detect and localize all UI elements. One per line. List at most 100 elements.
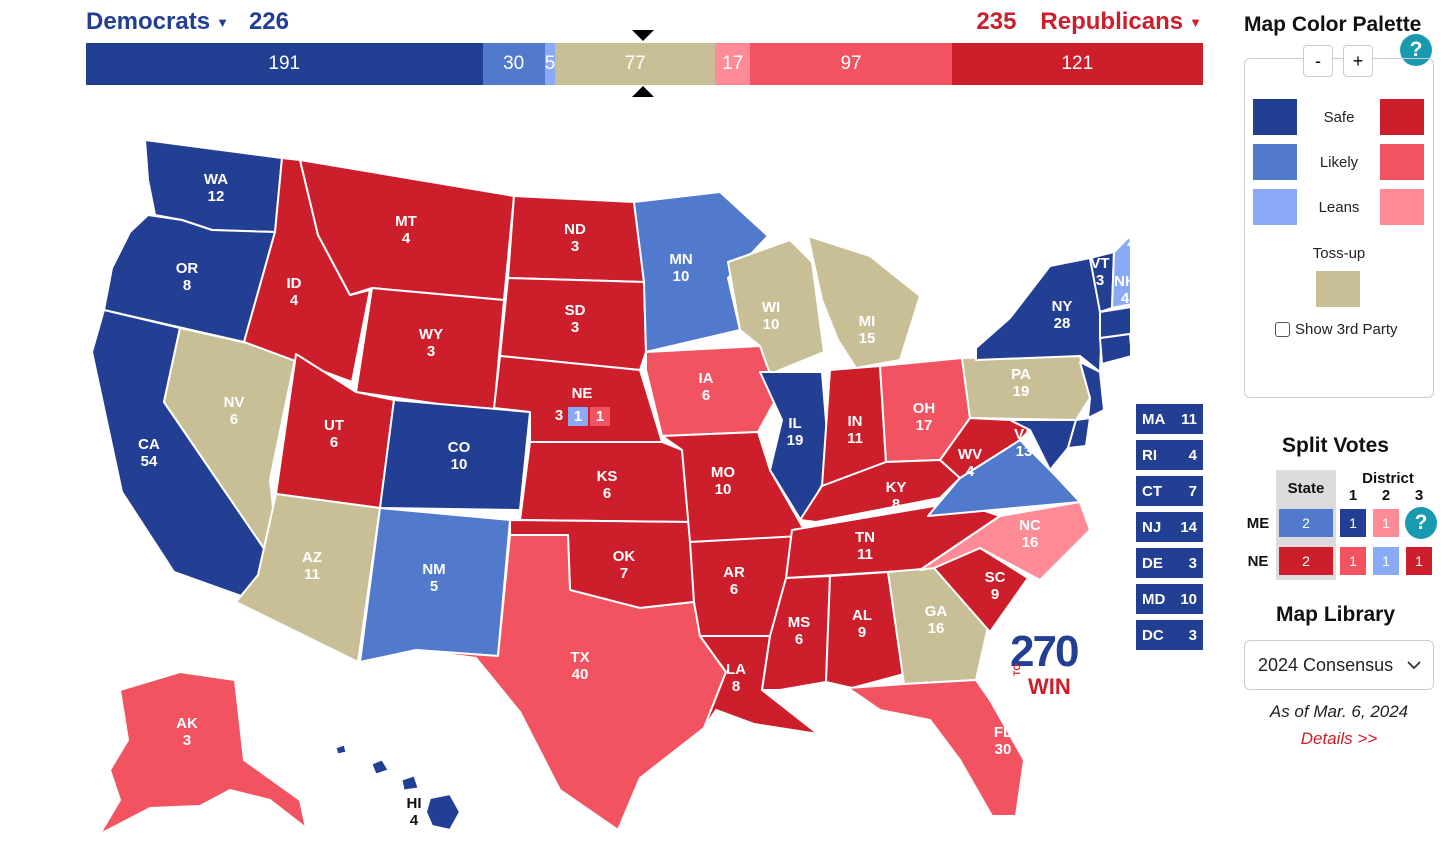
swatch-dem-leans[interactable] [1253,189,1297,225]
state-FL[interactable] [847,679,1025,817]
ne-district-box[interactable] [590,407,610,426]
state-label-FL: FL 30 [994,724,1012,758]
state-TX[interactable] [415,534,727,831]
state-abbr: OK [613,548,636,565]
state-ev: 3 [571,238,579,255]
small-state-ev: 14 [1180,518,1197,536]
swatch-rep-safe[interactable] [1380,99,1424,135]
state-CO[interactable] [379,399,531,511]
state-label-OR: OR 8 [176,260,199,294]
state-ev: 11 [304,566,320,583]
state-label-MS: MS 6 [788,614,811,648]
small-state-ev: 3 [1188,626,1197,644]
details-link[interactable]: Details >> [1300,729,1378,748]
democrats-label: Democrats [86,8,211,35]
small-state-DE[interactable]: DE 3 [1136,548,1203,578]
small-state-abbr: NJ [1142,518,1162,536]
small-state-NJ[interactable]: NJ 14 [1136,512,1203,542]
state-abbr: LA [726,661,746,678]
state-ev: 6 [230,411,238,428]
as-of-date: As of Mar. 6, 2024 [1269,702,1409,721]
state-ev: 19 [1013,383,1030,400]
democrats-dropdown[interactable]: Democrats ▼ [86,8,229,36]
state-abbr: PA [1011,366,1031,383]
state-HI-islands[interactable] [335,744,419,791]
third-party-toggle[interactable]: Show 3rd Party [1275,321,1398,338]
state-abbr: WY [419,326,443,343]
small-state-abbr: DE [1142,554,1163,572]
tally-segment: 5 [544,43,556,85]
swatch-rep-likely[interactable] [1380,144,1424,180]
caret-down-icon: ▼ [216,14,229,30]
state-HI[interactable] [425,793,461,831]
state-label-ND: ND 3 [564,221,586,255]
split-votes-help-icon[interactable]: ? [1405,507,1437,539]
state-AZ[interactable] [235,493,381,663]
state-label-SD: SD 3 [565,302,586,336]
state-abbr: CA [138,436,160,453]
swatch-tossup[interactable] [1316,271,1360,307]
state-label-TN: TN 11 [855,529,875,563]
state-label-IN: IN 11 [847,413,863,447]
small-state-CT[interactable]: CT 7 [1136,476,1203,506]
third-party-checkbox[interactable] [1275,322,1290,337]
state-NC[interactable] [919,501,1091,581]
small-state-abbr: CT [1142,482,1162,500]
state-MI[interactable] [807,235,921,369]
ne-district-box[interactable] [568,407,588,426]
tossup-label: Toss-up [1312,245,1366,262]
palette-help-icon[interactable]: ? [1400,34,1432,66]
state-MD[interactable] [1009,419,1077,471]
state-MN[interactable] [633,191,769,353]
state-NH[interactable] [1111,235,1130,309]
ne-district-3-cell[interactable]: 1 [1406,547,1432,575]
state-NY[interactable] [975,257,1103,373]
state-label-PA: PA 19 [1011,366,1031,400]
map-library-title: Map Library [1276,603,1396,626]
swatch-dem-safe[interactable] [1253,99,1297,135]
state-label-OH: OH 17 [913,400,936,434]
state-IL[interactable] [759,371,831,523]
small-state-DC[interactable]: DC 3 [1136,620,1203,650]
state-AK[interactable] [99,671,307,835]
ne-state-cell[interactable]: 2 [1279,547,1333,575]
map-library-select[interactable]: 2024 Consensus [1244,640,1434,690]
state-abbr: TX [570,649,589,666]
state-abbr: WV [958,446,982,463]
me-state-cell[interactable]: 2 [1279,509,1333,537]
state-abbr: OH [913,400,936,417]
state-CT[interactable] [1099,333,1130,365]
state-label-ID: ID 4 [287,275,302,309]
270-marker-bottom-icon [632,86,654,97]
state-abbr: OR [176,260,199,277]
state-VA[interactable] [927,439,1081,517]
state-DE[interactable] [1067,417,1091,449]
state-label-OK: OK 7 [613,548,636,582]
state-IA[interactable] [645,345,783,437]
state-ev: 3 [183,732,191,749]
small-state-RI[interactable]: RI 4 [1136,440,1203,470]
swatch-dem-likely[interactable] [1253,144,1297,180]
zoom-out-button[interactable]: - [1303,45,1333,77]
state-AL[interactable] [825,571,905,689]
state-MA[interactable] [1099,304,1130,339]
state-label-CO: CO 10 [448,439,471,473]
swatch-rep-leans[interactable] [1380,189,1424,225]
small-state-MD[interactable]: MD 10 [1136,584,1203,614]
state-SD[interactable] [499,277,647,371]
ne-district-2-cell[interactable]: 1 [1373,547,1399,575]
state-header: State [1287,480,1325,497]
state-abbr: KS [597,468,618,485]
me-district-2-cell[interactable]: 1 [1373,509,1399,537]
me-district-1-cell[interactable]: 1 [1340,509,1366,537]
small-state-MA[interactable]: MA 11 [1136,404,1203,434]
state-NJ[interactable] [1079,361,1105,419]
state-WI[interactable] [727,239,825,375]
logo-number: 270 [1010,627,1079,676]
state-label-WA: WA 12 [204,171,228,205]
ne-district-1-cell[interactable]: 1 [1340,547,1366,575]
zoom-in-button[interactable]: + [1343,45,1373,77]
republicans-dropdown[interactable]: Republicans ▼ [1040,8,1202,36]
state-abbr: MI [859,313,876,330]
state-label-NH: NH4 [1114,273,1130,307]
